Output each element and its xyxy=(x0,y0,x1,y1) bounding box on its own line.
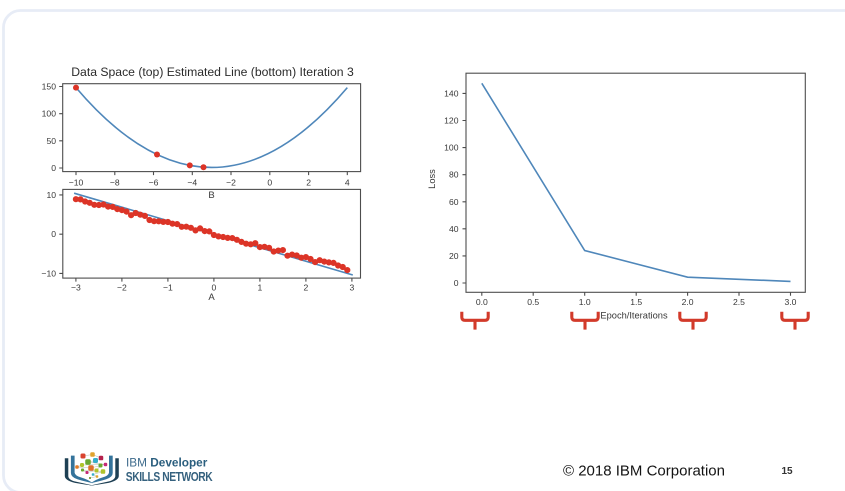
svg-text:0: 0 xyxy=(454,278,459,288)
svg-text:2: 2 xyxy=(306,177,311,187)
svg-text:Loss: Loss xyxy=(427,169,437,189)
svg-text:SKILLS NETWORK: SKILLS NETWORK xyxy=(126,469,214,484)
svg-text:0: 0 xyxy=(51,163,56,173)
svg-text:20: 20 xyxy=(449,251,459,261)
svg-text:© 2018 IBM Corporation: © 2018 IBM Corporation xyxy=(563,462,725,479)
svg-text:60: 60 xyxy=(449,197,459,207)
svg-text:−2: −2 xyxy=(117,282,127,292)
svg-text:Epoch/Iterations: Epoch/Iterations xyxy=(600,311,668,321)
svg-text:B: B xyxy=(208,190,214,201)
svg-text:4: 4 xyxy=(345,177,350,187)
svg-text:0.5: 0.5 xyxy=(527,297,539,307)
svg-text:100: 100 xyxy=(444,143,459,153)
svg-text:10: 10 xyxy=(46,190,56,200)
svg-text:50: 50 xyxy=(46,136,56,146)
svg-text:A: A xyxy=(208,292,215,303)
svg-text:150: 150 xyxy=(42,82,57,92)
svg-text:2: 2 xyxy=(304,282,309,292)
svg-text:−2: −2 xyxy=(226,177,236,187)
svg-text:−10: −10 xyxy=(41,268,56,278)
svg-text:40: 40 xyxy=(449,224,459,234)
svg-text:3: 3 xyxy=(350,282,355,292)
svg-text:1: 1 xyxy=(258,282,263,292)
svg-text:80: 80 xyxy=(449,170,459,180)
svg-text:0: 0 xyxy=(267,177,272,187)
svg-text:0.0: 0.0 xyxy=(476,297,488,307)
svg-text:2.0: 2.0 xyxy=(682,297,694,307)
svg-text:−10: −10 xyxy=(69,177,84,187)
svg-text:120: 120 xyxy=(444,116,459,126)
svg-text:−8: −8 xyxy=(110,177,120,187)
svg-text:IBM Developer: IBM Developer xyxy=(126,455,208,469)
svg-text:Data Space (top) Estimated Lin: Data Space (top) Estimated Line (bottom)… xyxy=(71,65,354,79)
svg-text:−1: −1 xyxy=(163,282,173,292)
svg-text:15: 15 xyxy=(781,466,793,477)
svg-text:100: 100 xyxy=(42,109,57,119)
svg-text:1.5: 1.5 xyxy=(630,297,642,307)
svg-text:−6: −6 xyxy=(149,177,159,187)
svg-text:140: 140 xyxy=(444,88,459,98)
svg-text:0: 0 xyxy=(212,282,217,292)
svg-text:1.0: 1.0 xyxy=(579,297,591,307)
svg-text:−4: −4 xyxy=(187,177,197,187)
svg-text:2.5: 2.5 xyxy=(733,297,745,307)
svg-text:0: 0 xyxy=(51,229,56,239)
svg-text:−3: −3 xyxy=(71,282,81,292)
svg-text:3.0: 3.0 xyxy=(785,297,797,307)
